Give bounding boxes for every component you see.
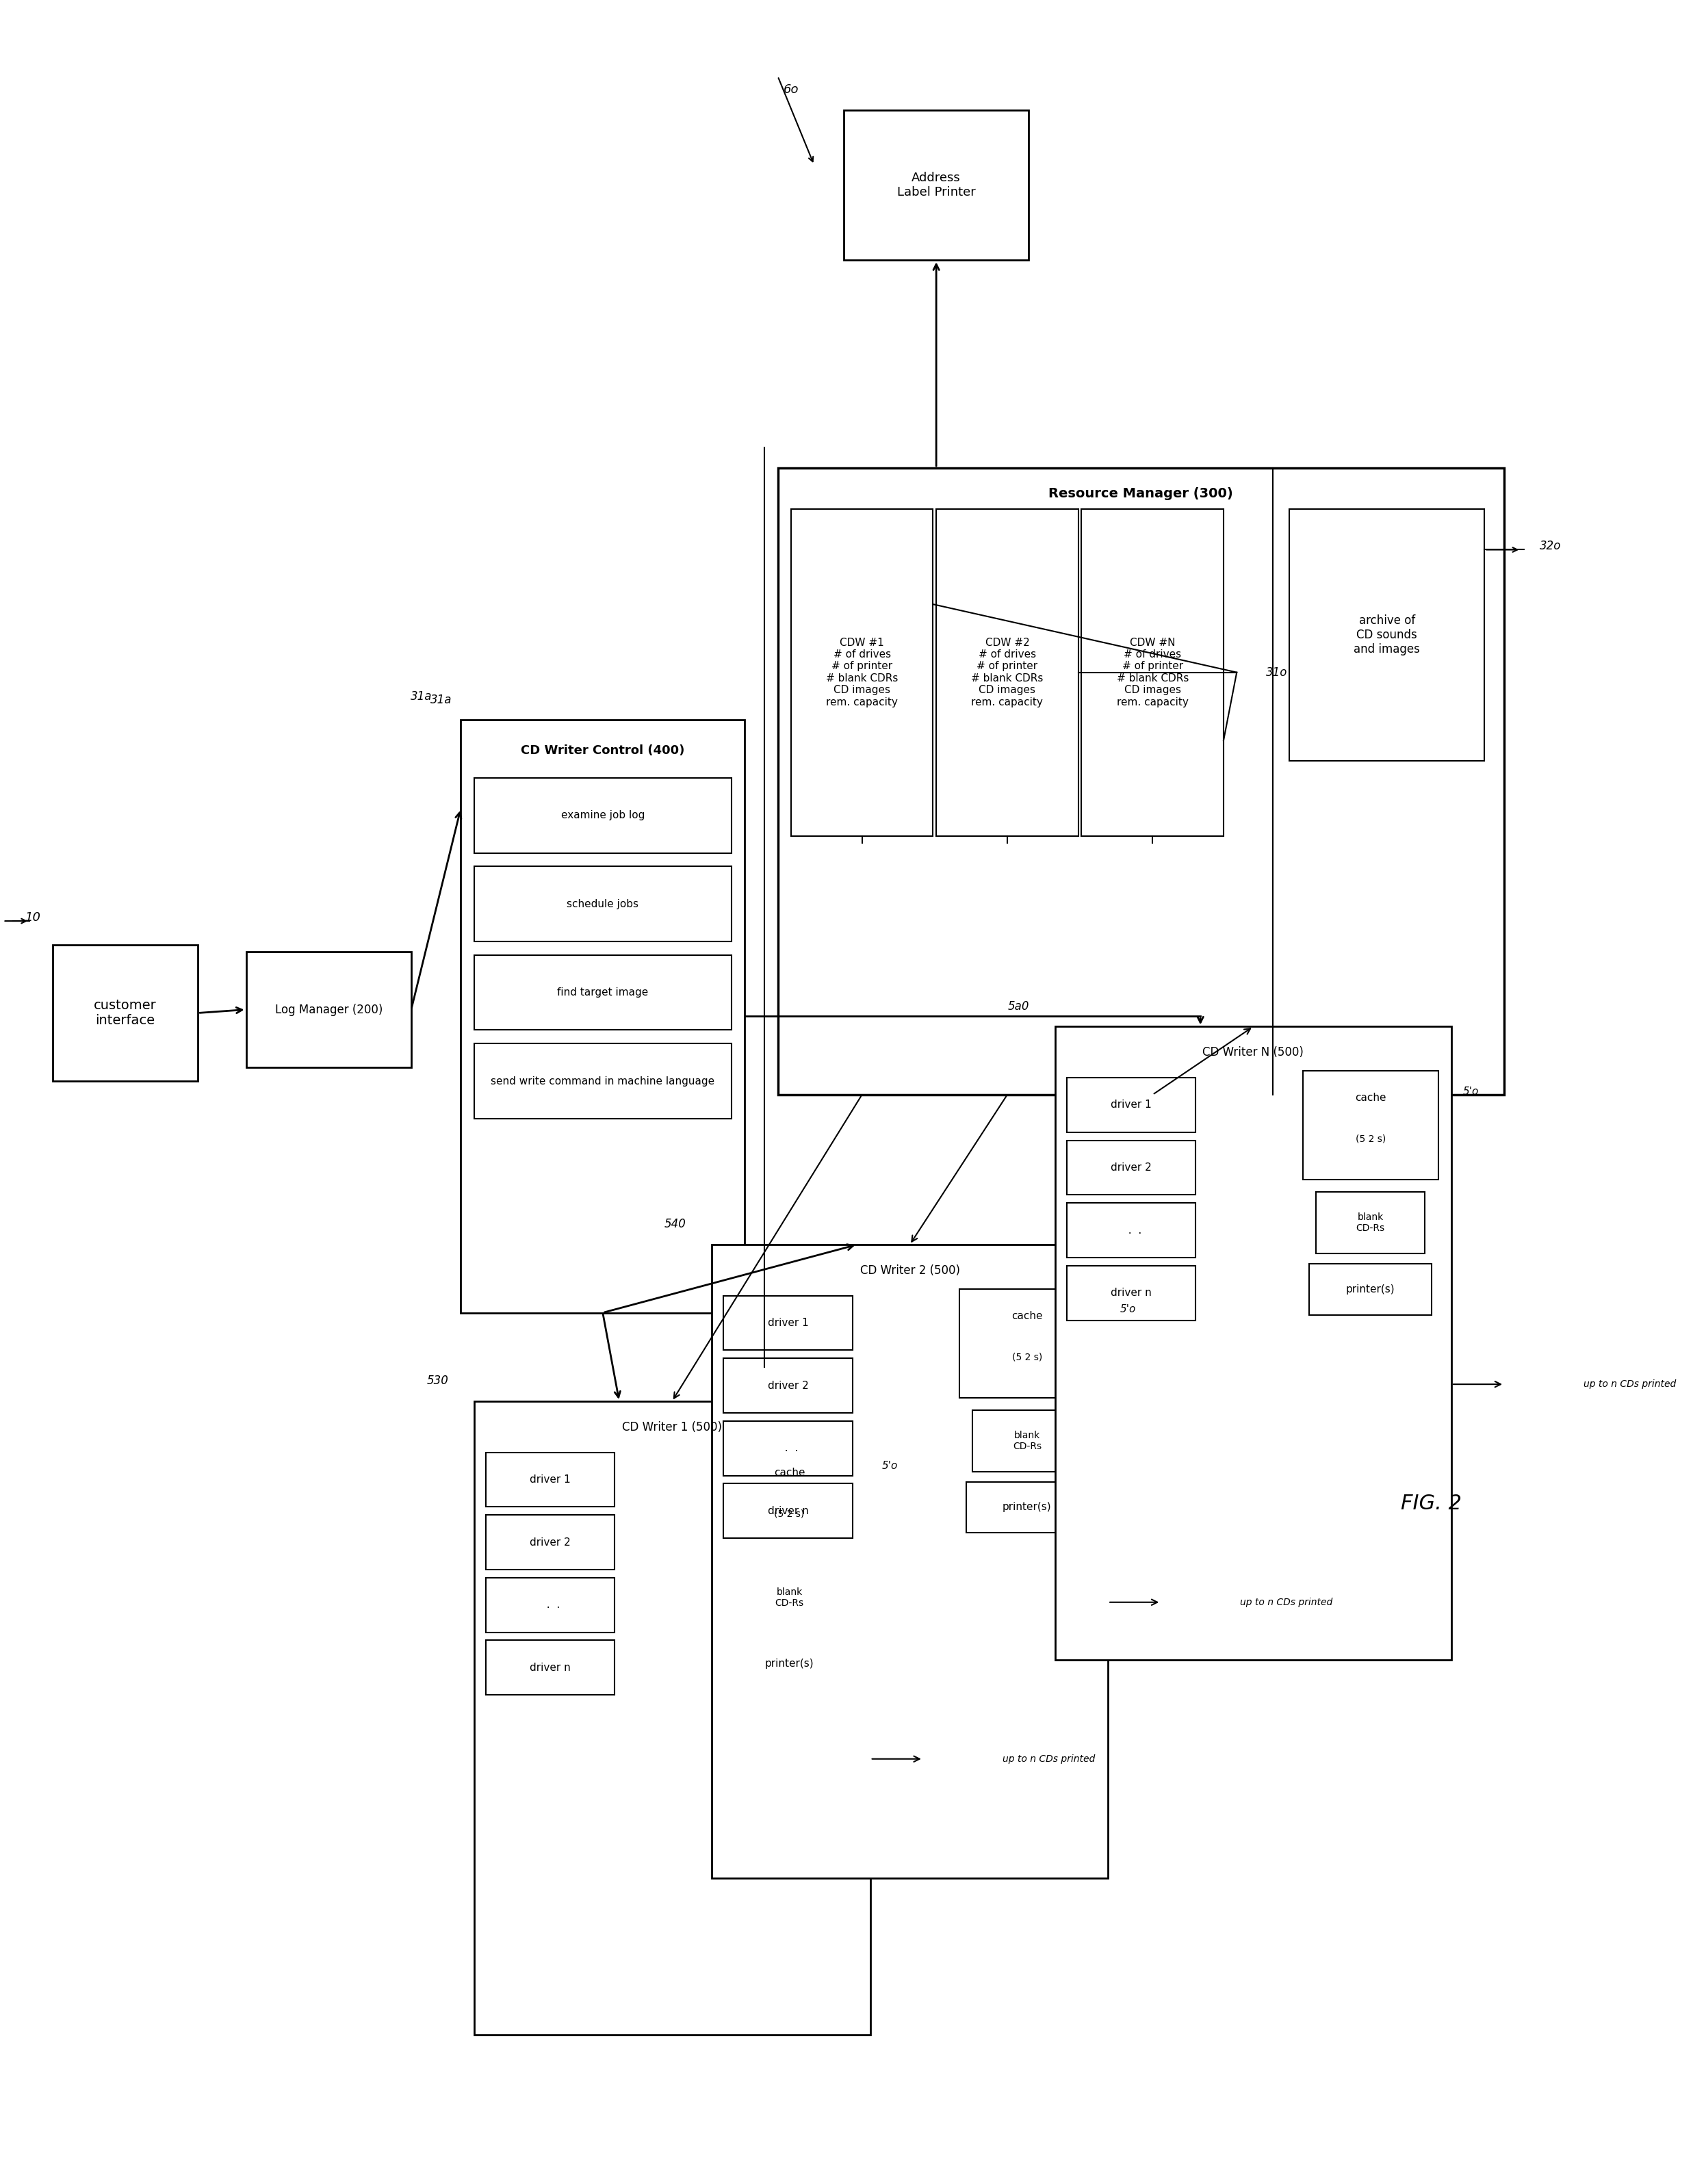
Text: .  .: . . (1121, 1225, 1141, 1236)
Text: 6o: 6o (784, 83, 799, 96)
Bar (936, 509, 1078, 836)
Bar (791, 509, 933, 836)
Text: blank
CD-Rs: blank CD-Rs (1012, 1431, 1041, 1450)
Text: cache: cache (1354, 1092, 1387, 1103)
Bar (777, 467, 1503, 1094)
Text: CDW #1
# of drives
# of printer
# blank CDRs
CD images
rem. capacity: CDW #1 # of drives # of printer # blank … (826, 638, 897, 708)
Text: Address
Label Printer: Address Label Printer (897, 173, 975, 199)
Text: driver n: driver n (1111, 1289, 1151, 1297)
Bar (711, 1245, 1107, 1878)
Bar (843, 111, 1029, 260)
Text: schedule jobs: schedule jobs (567, 900, 638, 909)
Text: (5 2 s): (5 2 s) (1356, 1133, 1385, 1144)
Text: Log Manager (200): Log Manager (200) (274, 1002, 383, 1016)
Text: driver n: driver n (767, 1505, 809, 1516)
Text: examine job log: examine job log (560, 810, 645, 821)
Text: 31o: 31o (1266, 666, 1287, 679)
Text: driver 1: driver 1 (1111, 1101, 1151, 1109)
Bar (723, 1483, 852, 1538)
Text: 10: 10 (25, 911, 41, 924)
Bar (967, 1481, 1089, 1533)
Text: printer(s): printer(s) (1002, 1503, 1051, 1511)
Bar (960, 1289, 1095, 1398)
Bar (486, 1640, 615, 1695)
Text: up to n CDs printed: up to n CDs printed (1002, 1754, 1095, 1765)
Text: CD Writer 2 (500): CD Writer 2 (500) (860, 1265, 960, 1278)
Bar (1290, 509, 1485, 760)
Text: 5'o: 5'o (882, 1461, 897, 1472)
Bar (723, 1422, 852, 1476)
Text: CD Writer N (500): CD Writer N (500) (1202, 1046, 1304, 1059)
Bar (723, 1295, 852, 1350)
Text: cache: cache (774, 1468, 804, 1479)
Text: CD Writer Control (400): CD Writer Control (400) (521, 745, 684, 758)
Bar (1304, 1070, 1437, 1179)
Text: driver 1: driver 1 (767, 1317, 809, 1328)
Text: 32o: 32o (1539, 539, 1561, 553)
Bar (1067, 1203, 1195, 1258)
Bar (474, 1044, 731, 1118)
Bar (486, 1516, 615, 1570)
Bar (486, 1577, 615, 1631)
Text: (5 2 s): (5 2 s) (774, 1509, 804, 1518)
Text: up to n CDs printed: up to n CDs printed (1239, 1597, 1332, 1607)
Text: driver 2: driver 2 (767, 1380, 809, 1391)
Bar (486, 1452, 615, 1507)
Text: CD Writer 1 (500): CD Writer 1 (500) (621, 1422, 721, 1433)
Text: customer
interface: customer interface (93, 998, 157, 1026)
Bar (735, 1566, 843, 1627)
Bar (474, 1402, 870, 2035)
Text: send write command in machine language: send write command in machine language (491, 1077, 714, 1085)
Bar (1067, 1077, 1195, 1131)
Bar (972, 1411, 1082, 1472)
Text: 5a0: 5a0 (1007, 1000, 1029, 1013)
Bar (474, 867, 731, 941)
Text: up to n CDs printed: up to n CDs printed (1583, 1380, 1676, 1389)
Bar (723, 1358, 852, 1413)
Text: blank
CD-Rs: blank CD-Rs (775, 1588, 804, 1607)
Text: CDW #2
# of drives
# of printer
# blank CDRs
CD images
rem. capacity: CDW #2 # of drives # of printer # blank … (972, 638, 1043, 708)
Bar (474, 954, 731, 1031)
Bar (1309, 1265, 1432, 1315)
Text: driver 2: driver 2 (530, 1538, 571, 1548)
Text: .  .: . . (540, 1601, 560, 1610)
Bar (1067, 1267, 1195, 1319)
Bar (1315, 1192, 1426, 1254)
Bar (1082, 509, 1224, 836)
Text: blank
CD-Rs: blank CD-Rs (1356, 1212, 1385, 1234)
Text: printer(s): printer(s) (765, 1660, 814, 1669)
Text: 5'o: 5'o (1463, 1085, 1480, 1096)
Bar (52, 946, 198, 1081)
Text: 5'o: 5'o (1119, 1304, 1136, 1315)
Text: driver 1: driver 1 (530, 1474, 571, 1485)
Text: FIG. 2: FIG. 2 (1402, 1494, 1463, 1514)
Text: archive of
CD sounds
and images: archive of CD sounds and images (1354, 614, 1420, 655)
Text: find target image: find target image (557, 987, 648, 998)
Text: Resource Manager (300): Resource Manager (300) (1048, 487, 1233, 500)
Bar (460, 721, 745, 1313)
Text: CDW #N
# of drives
# of printer
# blank CDRs
CD images
rem. capacity: CDW #N # of drives # of printer # blank … (1116, 638, 1188, 708)
Text: 31a: 31a (410, 690, 432, 703)
Text: cache: cache (1011, 1310, 1043, 1321)
Text: driver n: driver n (530, 1662, 571, 1673)
Text: 530: 530 (427, 1374, 449, 1387)
Text: printer(s): printer(s) (1346, 1284, 1395, 1295)
Text: (5 2 s): (5 2 s) (1012, 1352, 1043, 1363)
Bar (728, 1638, 850, 1690)
Bar (721, 1446, 857, 1555)
Bar (1055, 1026, 1451, 1660)
Bar (1067, 1140, 1195, 1195)
Bar (474, 778, 731, 854)
Text: 540: 540 (664, 1219, 686, 1230)
Text: .  .: . . (779, 1444, 797, 1452)
Text: 31a: 31a (430, 695, 452, 705)
Text: driver 2: driver 2 (1111, 1162, 1151, 1173)
Bar (245, 952, 411, 1068)
